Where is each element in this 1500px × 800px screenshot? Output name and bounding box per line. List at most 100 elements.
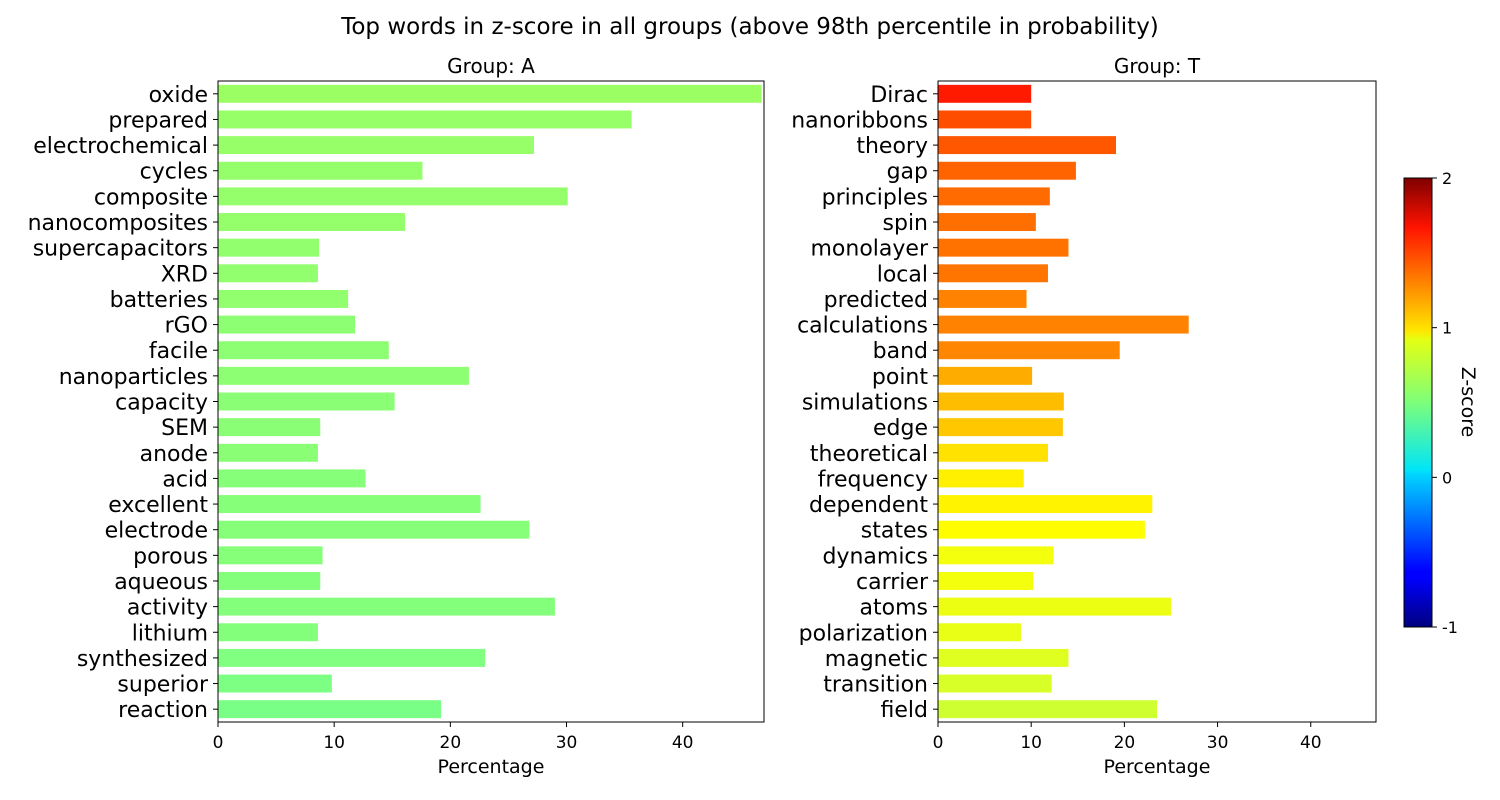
bar-batteries [218, 289, 349, 308]
y-tick-label: transition [823, 673, 928, 698]
y-tick-label: atoms [860, 596, 928, 621]
bar-supercapacitors [218, 238, 320, 257]
y-tick-label: local [877, 262, 928, 287]
y-tick-label: superior [117, 673, 209, 698]
bar-capacity [218, 392, 395, 411]
x-tick-label: 40 [1300, 733, 1322, 753]
bar-anode [218, 443, 318, 462]
colorbar-tick-label: 0 [1442, 468, 1452, 487]
bar-frequency [938, 469, 1024, 488]
y-tick-label: predicted [824, 288, 928, 313]
colorbar-gradient [1403, 177, 1433, 628]
panel-group-t: Group: T 0 10 20 30 40 Diracnanoribbonstheor… [791, 54, 1377, 778]
colorbar: 2 1 0 -1 Z-score [1403, 169, 1479, 637]
panel-t-title: Group: T [1114, 54, 1201, 78]
bar-porous [218, 546, 323, 565]
panel-a-frame [217, 80, 765, 723]
bar-edge [938, 418, 1063, 437]
bar-acid [218, 469, 366, 488]
bar-point [938, 366, 1033, 385]
y-tick-label: anode [140, 442, 208, 467]
panel-a-title: Group: A [447, 54, 535, 78]
y-tick-label: batteries [110, 288, 208, 313]
panel-a-xlabel: Percentage [438, 756, 545, 778]
colorbar-ticks: 2 1 0 -1 [1432, 169, 1458, 637]
bar-transition [938, 674, 1052, 693]
figure-title: Top words in z-score in all groups (abov… [340, 14, 1159, 40]
bar-theoretical [938, 443, 1048, 462]
panel-t-frame [937, 80, 1377, 723]
y-tick-label: electrode [105, 519, 208, 544]
bar-carrier [938, 572, 1034, 590]
y-tick-label: capacity [115, 391, 208, 416]
x-tick-label: 30 [556, 733, 578, 753]
bar-Dirac [938, 84, 1032, 103]
bar-synthesized [218, 648, 486, 667]
x-tick-label: 0 [933, 733, 944, 753]
y-tick-label: field [881, 698, 928, 723]
panel-a-y-axis: oxidepreparedelectrochemicalcyclescompos… [28, 83, 218, 723]
y-tick-label: nanoribbons [791, 108, 928, 133]
y-tick-label: porous [133, 544, 208, 569]
colorbar-tick-label: 2 [1442, 169, 1452, 188]
panel-a-x-axis: 0 10 20 30 40 [213, 722, 694, 753]
panel-t-xlabel: Percentage [1104, 756, 1211, 778]
bar-activity [218, 597, 555, 616]
bar-aqueous [218, 572, 321, 590]
bar-principles [938, 187, 1050, 206]
x-tick-label: 20 [1114, 733, 1136, 753]
y-tick-label: frequency [818, 467, 928, 492]
bar-oxide [218, 84, 762, 103]
bar-magnetic [938, 648, 1069, 667]
y-tick-label: composite [94, 185, 208, 210]
bar-predicted [938, 289, 1027, 308]
x-tick-label: 40 [672, 733, 694, 753]
y-tick-label: aqueous [114, 570, 208, 595]
y-tick-label: acid [162, 467, 208, 492]
bar-facile [218, 341, 389, 360]
bar-simulations [938, 392, 1064, 411]
bar-calculations [938, 315, 1189, 334]
y-tick-label: states [861, 519, 928, 544]
bar-prepared [218, 110, 632, 129]
x-tick-label: 0 [213, 733, 224, 753]
bar-excellent [218, 495, 481, 514]
bar-electrode [218, 520, 530, 539]
bar-lithium [218, 623, 318, 642]
panel-t-bars [938, 84, 1189, 719]
y-tick-label: reaction [118, 698, 208, 723]
y-tick-label: polarization [799, 621, 928, 646]
x-tick-label: 20 [440, 733, 462, 753]
y-tick-label: cycles [140, 160, 208, 185]
bar-monolayer [938, 238, 1069, 257]
y-tick-label: electrochemical [33, 134, 208, 159]
y-tick-label: band [873, 339, 928, 364]
panel-group-a: Group: A 0 10 20 30 40 oxidepreparedelectroc… [28, 54, 765, 778]
bar-nanoparticles [218, 366, 469, 385]
y-tick-label: excellent [108, 493, 208, 518]
y-tick-label: dependent [809, 493, 928, 518]
y-tick-label: synthesized [77, 647, 208, 672]
y-tick-label: SEM [161, 416, 208, 441]
bar-field [938, 700, 1157, 719]
y-tick-label: Dirac [870, 83, 928, 108]
bar-theory [938, 136, 1116, 155]
bar-atoms [938, 597, 1171, 616]
x-tick-label: 30 [1207, 733, 1229, 753]
y-tick-label: XRD [161, 262, 208, 287]
bar-nanoribbons [938, 110, 1032, 129]
x-tick-label: 10 [1020, 733, 1042, 753]
y-tick-label: magnetic [825, 647, 928, 672]
bar-SEM [218, 418, 321, 437]
panel-t-x-axis: 0 10 20 30 40 [933, 722, 1322, 753]
bar-local [938, 264, 1048, 283]
bar-cycles [218, 161, 423, 180]
y-tick-label: principles [822, 185, 928, 210]
bar-XRD [218, 264, 318, 283]
y-tick-label: oxide [149, 83, 208, 108]
y-tick-label: gap [887, 160, 928, 185]
y-tick-label: point [872, 365, 928, 390]
bar-superior [218, 674, 332, 693]
y-tick-label: lithium [132, 621, 208, 646]
